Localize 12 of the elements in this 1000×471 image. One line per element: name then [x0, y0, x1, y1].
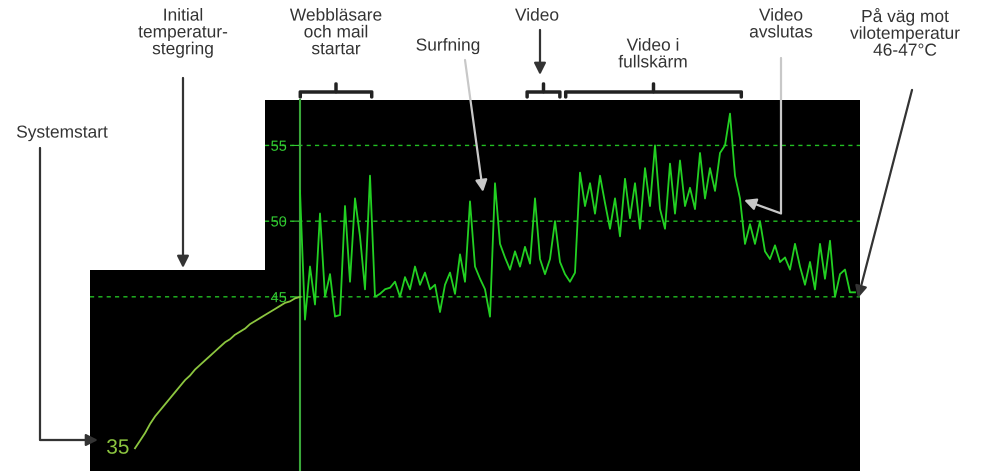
text: Initial temperatur- stegring	[138, 8, 228, 58]
text: På väg mot vilotemperatur 46-47°C	[850, 8, 960, 56]
text: Systemstart	[16, 125, 108, 142]
y-tick-label: 50	[271, 216, 286, 227]
y-tick-label: 45	[270, 292, 286, 302]
text: Webbläsare och mail startar	[290, 8, 382, 54]
text: Surfning	[416, 38, 480, 54]
y-tick-label: 55	[271, 140, 286, 151]
data-label: 35	[107, 439, 129, 454]
text: Video	[515, 8, 558, 21]
text: Video i fullskärm	[618, 38, 687, 68]
text: Video avslutas	[750, 8, 812, 38]
